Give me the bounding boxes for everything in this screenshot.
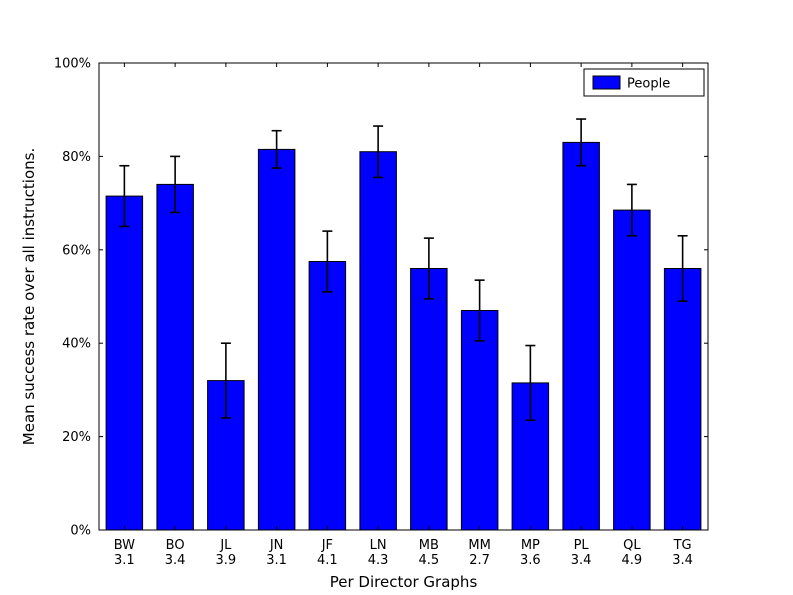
x-tick-sublabel: 3.4 bbox=[571, 553, 592, 568]
plot-frame bbox=[98, 62, 709, 531]
bar-BO bbox=[156, 183, 194, 531]
x-tick-sublabel: 4.5 bbox=[419, 553, 440, 568]
x-tick-label: PL bbox=[574, 538, 590, 553]
bar-QL bbox=[613, 209, 651, 531]
y-tick-label: 0% bbox=[70, 524, 91, 539]
y-axis-label: Mean success rate over all instructions. bbox=[20, 148, 38, 445]
bar-TG bbox=[663, 268, 702, 531]
legend-swatch bbox=[592, 75, 621, 90]
x-tick-label: BW bbox=[114, 538, 135, 553]
x-tick-label: JF bbox=[321, 538, 333, 553]
x-tick-sublabel: 3.1 bbox=[114, 553, 135, 568]
legend-label: People bbox=[627, 77, 670, 92]
y-tick-label: 60% bbox=[62, 243, 91, 258]
bar-JN bbox=[257, 148, 296, 531]
x-tick-label: MM bbox=[468, 538, 490, 553]
bar-BW bbox=[105, 195, 144, 531]
x-tick-label: JL bbox=[219, 538, 232, 553]
x-tick-sublabel: 3.1 bbox=[266, 553, 287, 568]
bar-MM bbox=[460, 310, 499, 531]
bar-PL bbox=[562, 141, 600, 531]
x-tick-sublabel: 3.9 bbox=[216, 553, 237, 568]
x-tick-sublabel: 3.4 bbox=[165, 553, 186, 568]
x-tick-label: QL bbox=[623, 538, 641, 553]
x-tick-sublabel: 4.3 bbox=[368, 553, 389, 568]
bar-MB bbox=[410, 268, 448, 531]
x-tick-sublabel: 4.1 bbox=[317, 553, 338, 568]
x-tick-label: MB bbox=[419, 538, 439, 553]
x-tick-label: LN bbox=[370, 538, 387, 553]
x-tick-label: MP bbox=[521, 538, 540, 553]
y-tick-label: 100% bbox=[54, 57, 91, 72]
bar-JF bbox=[308, 261, 347, 531]
x-axis-label: Per Director Graphs bbox=[330, 573, 478, 591]
x-tick-label: TG bbox=[673, 538, 692, 553]
bar-LN bbox=[359, 151, 397, 531]
y-tick-label: 40% bbox=[62, 337, 91, 352]
x-tick-label: JN bbox=[269, 538, 284, 553]
y-tick-label: 20% bbox=[62, 430, 91, 445]
x-tick-sublabel: 3.6 bbox=[520, 553, 541, 568]
x-tick-sublabel: 4.9 bbox=[622, 553, 643, 568]
x-tick-sublabel: 3.4 bbox=[672, 553, 693, 568]
y-tick-label: 80% bbox=[62, 150, 91, 165]
x-tick-label: BO bbox=[166, 538, 185, 553]
x-tick-sublabel: 2.7 bbox=[469, 553, 490, 568]
